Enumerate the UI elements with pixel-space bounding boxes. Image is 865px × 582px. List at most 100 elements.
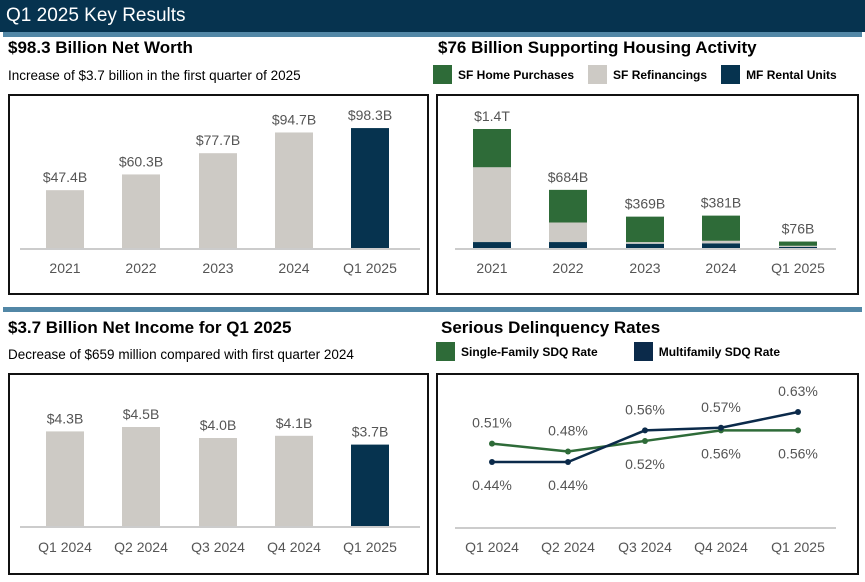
x-tick-label: Q3 2024 xyxy=(618,539,672,555)
legend-swatch xyxy=(436,342,455,361)
data-label: $77.7B xyxy=(196,132,240,148)
bar xyxy=(199,153,237,248)
x-tick-label: Q1 2025 xyxy=(343,260,397,276)
legend-label: SF Refinancings xyxy=(613,67,708,82)
net-income-subtitle: Decrease of $659 million compared with f… xyxy=(8,347,354,362)
legend-swatch xyxy=(588,65,608,84)
data-point xyxy=(565,459,571,465)
bar xyxy=(122,174,160,248)
housing-title: $76 Billion Supporting Housing Activity xyxy=(438,38,757,57)
legend-label: MF Rental Units xyxy=(746,67,837,82)
data-label: $47.4B xyxy=(43,169,87,185)
data-label: $60.3B xyxy=(119,153,163,169)
data-label: 0.52% xyxy=(625,456,665,472)
data-point xyxy=(795,427,801,434)
data-point xyxy=(718,424,724,431)
net-income-title: $3.7 Billion Net Income for Q1 2025 xyxy=(8,318,292,337)
bar xyxy=(46,190,84,248)
data-label: $684B xyxy=(548,169,588,185)
x-tick-label: 2022 xyxy=(552,260,583,276)
net-worth-title: $98.3 Billion Net Worth xyxy=(8,38,193,57)
data-point xyxy=(642,427,648,434)
housing-chart-frame xyxy=(436,94,859,295)
x-tick-label: 2023 xyxy=(629,260,660,276)
stacked-bar-segment xyxy=(779,246,817,248)
data-label: 0.51% xyxy=(472,415,512,431)
data-label: $94.7B xyxy=(272,111,316,127)
stacked-bar-segment xyxy=(626,243,664,248)
legend-label: Single-Family SDQ Rate xyxy=(461,344,598,359)
x-tick-label: Q2 2024 xyxy=(541,539,595,555)
stacked-bar-segment xyxy=(702,240,740,244)
legend-swatch xyxy=(433,65,452,84)
data-label: $4.5B xyxy=(123,406,160,422)
divider xyxy=(3,32,862,37)
bar xyxy=(351,444,389,526)
bar xyxy=(122,427,160,526)
data-label: 0.57% xyxy=(701,399,741,415)
legend-label: SF Home Purchases xyxy=(458,67,575,82)
data-label: $369B xyxy=(625,196,665,212)
data-label: $4.0B xyxy=(200,417,237,433)
stacked-bar-segment xyxy=(549,189,587,223)
x-tick-label: 2021 xyxy=(49,260,80,276)
stacked-bar-segment xyxy=(473,242,511,248)
sdq-chart-frame xyxy=(436,373,859,575)
x-tick-label: 2024 xyxy=(705,260,736,276)
x-tick-label: 2023 xyxy=(202,260,233,276)
bar xyxy=(275,435,313,526)
data-label: $98.3B xyxy=(348,107,392,123)
net-income-chart-frame xyxy=(8,373,429,575)
data-label: 0.44% xyxy=(548,477,588,493)
divider xyxy=(3,307,862,312)
x-tick-label: Q1 2025 xyxy=(771,539,825,555)
stacked-bar-segment xyxy=(626,216,664,243)
page-header: Q1 2025 Key Results xyxy=(0,0,865,32)
data-label: $3.7B xyxy=(352,424,389,440)
data-label: 0.63% xyxy=(778,383,818,399)
x-tick-label: Q3 2024 xyxy=(191,539,245,555)
data-label: $1.4T xyxy=(474,108,510,124)
bar xyxy=(199,438,237,526)
data-label: 0.56% xyxy=(778,445,818,461)
x-tick-label: Q1 2025 xyxy=(771,260,825,276)
x-tick-label: 2024 xyxy=(278,260,309,276)
data-label: 0.56% xyxy=(625,401,665,417)
x-tick-label: Q1 2024 xyxy=(38,539,92,555)
data-label: $4.3B xyxy=(47,410,84,426)
legend-swatch xyxy=(633,342,653,361)
net-worth-subtitle: Increase of $3.7 billion in the first qu… xyxy=(8,68,301,83)
x-tick-label: Q4 2024 xyxy=(694,539,748,555)
data-point xyxy=(795,408,801,415)
data-label: $381B xyxy=(701,195,741,211)
series-line xyxy=(492,410,799,464)
data-label: $4.1B xyxy=(276,415,313,431)
x-tick-label: Q1 2025 xyxy=(343,539,397,555)
stacked-bar-segment xyxy=(473,129,511,168)
x-tick-label: Q2 2024 xyxy=(114,539,168,555)
legend-label: Multifamily SDQ Rate xyxy=(658,344,781,359)
stacked-bar-segment xyxy=(626,242,664,244)
data-label: $76B xyxy=(782,221,815,237)
stacked-bar-segment xyxy=(779,245,817,247)
data-point xyxy=(642,437,648,444)
sdq-title: Serious Delinquency Rates xyxy=(441,318,661,337)
stacked-bar-segment xyxy=(473,167,511,243)
data-label: 0.44% xyxy=(472,477,512,493)
x-tick-label: 2021 xyxy=(476,260,507,276)
stacked-bar-segment xyxy=(779,241,817,246)
data-point xyxy=(565,448,571,455)
stacked-bar-segment xyxy=(702,215,740,241)
data-point xyxy=(489,459,495,465)
x-tick-label: Q4 2024 xyxy=(267,539,321,555)
data-label: 0.48% xyxy=(548,422,588,438)
x-tick-label: Q1 2024 xyxy=(465,539,519,555)
net-worth-chart-frame xyxy=(8,94,429,295)
data-point xyxy=(489,440,495,447)
legend-swatch xyxy=(721,65,741,84)
x-tick-label: 2022 xyxy=(125,260,156,276)
stacked-bar-segment xyxy=(549,242,587,248)
stacked-bar-segment xyxy=(702,243,740,248)
stacked-bar-segment xyxy=(549,222,587,243)
